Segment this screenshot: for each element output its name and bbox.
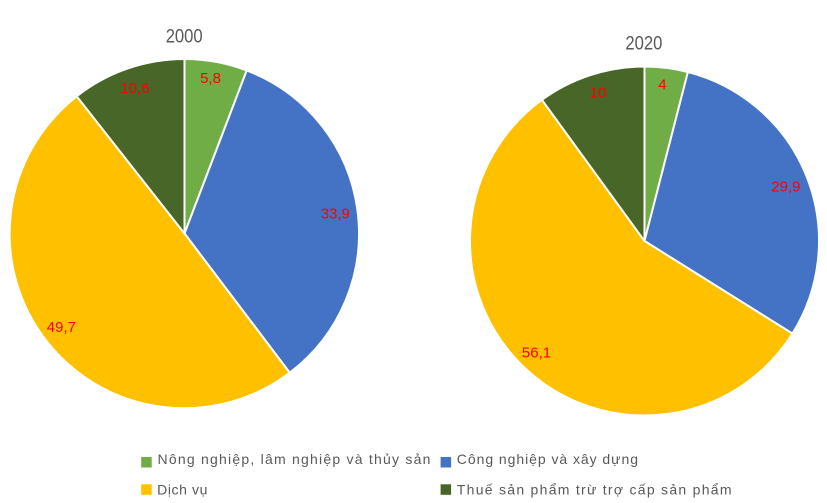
svg-text:10,6: 10,6 (120, 80, 149, 97)
svg-text:10: 10 (590, 84, 607, 101)
svg-text:2000: 2000 (166, 26, 203, 47)
svg-text:2020: 2020 (625, 34, 662, 55)
svg-text:Công nghiệp và xây dựng: Công nghiệp và xây dựng (457, 451, 638, 467)
svg-text:Thuế sản phẩm trừ trợ cấp sản: Thuế sản phẩm trừ trợ cấp sản phẩm (457, 481, 732, 497)
svg-text:49,7: 49,7 (47, 319, 76, 336)
svg-text:29,9: 29,9 (771, 179, 800, 196)
svg-text:Dịch vụ: Dịch vụ (157, 481, 207, 497)
svg-text:4: 4 (658, 77, 666, 94)
svg-text:56,1: 56,1 (522, 344, 551, 361)
svg-text:5,8: 5,8 (200, 70, 221, 87)
svg-text:33,9: 33,9 (321, 206, 350, 223)
svg-text:Nông nghiệp, lâm nghiệp và thủ: Nông nghiệp, lâm nghiệp và thủy sản (158, 451, 431, 467)
